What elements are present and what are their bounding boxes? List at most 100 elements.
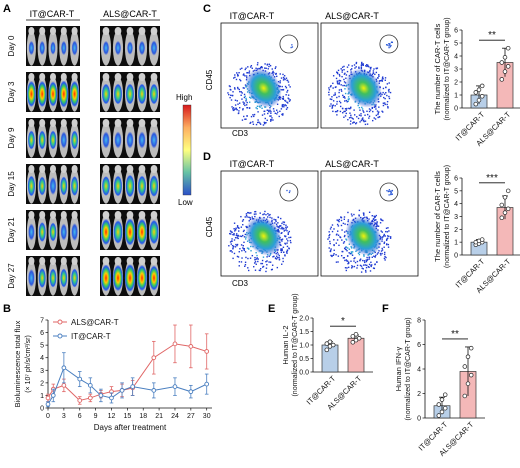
flow-event [253, 115, 255, 118]
flow-event [288, 84, 290, 86]
flow-event [367, 266, 370, 268]
y-tick-label: 1 [454, 240, 458, 247]
flow-event [281, 263, 283, 265]
legend-label: ALS@CAR-T [71, 318, 119, 327]
flow-event [329, 249, 332, 252]
flow-event [276, 255, 278, 257]
flow-event [368, 263, 371, 266]
flow-event [232, 108, 234, 110]
day-label: Day 3 [7, 81, 16, 102]
flow-event [268, 255, 270, 257]
flow-event [356, 260, 359, 263]
flow-event [271, 219, 273, 222]
flow-event [343, 218, 346, 220]
flow-event [331, 106, 334, 108]
flow-event [236, 225, 239, 227]
day-label: Day 21 [7, 217, 16, 243]
data-point [109, 395, 114, 401]
flow-event [244, 84, 247, 86]
flow-event [243, 96, 246, 99]
flow-event [280, 225, 282, 227]
flow-event [283, 235, 286, 237]
flow-event [369, 69, 371, 72]
flow-event [255, 258, 258, 260]
flow-event [255, 263, 257, 265]
flow-event [341, 69, 343, 71]
signal-spot [112, 264, 124, 292]
replicate-point [505, 206, 511, 212]
replicate-point [356, 336, 362, 341]
flow-event [337, 261, 339, 263]
flow-event [264, 210, 266, 213]
flow-event [286, 252, 288, 254]
flow-event [346, 250, 348, 252]
flow-event [229, 250, 231, 252]
flow-event [364, 114, 366, 116]
flow-event [384, 255, 386, 258]
flow-event [275, 72, 277, 75]
flow-event [285, 224, 287, 226]
series-line [47, 343, 207, 402]
flow-event [266, 264, 268, 266]
mouse-head [28, 211, 35, 219]
flow-event [249, 257, 252, 259]
flow-event [275, 252, 277, 255]
flow-event [281, 249, 283, 252]
flow-event [251, 67, 253, 69]
flow-event [383, 253, 386, 256]
flow-event [381, 252, 383, 255]
flow-event [387, 106, 389, 108]
flow-event [240, 94, 242, 96]
flow-event [336, 114, 338, 116]
mouse-head [126, 211, 134, 219]
data-point [77, 376, 83, 382]
replicate-point [476, 97, 482, 103]
flow-event [238, 88, 241, 91]
flow-event [357, 104, 359, 107]
flow-event [374, 219, 376, 221]
flow-event [282, 98, 284, 100]
flow-event [338, 89, 341, 91]
car-t-gate [379, 182, 399, 202]
y-axis-title: The number of CAR-T cells [433, 171, 442, 262]
flow-event [234, 229, 237, 231]
flow-event [382, 87, 385, 90]
signal-spot [102, 131, 110, 149]
flow-event [230, 99, 233, 101]
flow-event [282, 114, 284, 116]
flow-event [336, 230, 339, 232]
flow-event [347, 98, 350, 101]
mouse-head [49, 165, 57, 173]
mouse-head [114, 165, 122, 173]
mouse-head [71, 73, 78, 81]
flow-event [344, 97, 346, 99]
flow-event [337, 83, 339, 85]
mouse-head [114, 257, 122, 265]
flow-event [243, 115, 245, 118]
flow-event [372, 221, 374, 223]
y-tick-label: 6 [417, 342, 421, 349]
flow-event [362, 110, 364, 112]
flow-event [363, 213, 365, 215]
mouse-head [39, 211, 46, 219]
flow-event [242, 248, 245, 250]
flow-event [344, 100, 346, 102]
flow-event [343, 78, 345, 81]
flow-event [254, 261, 257, 263]
replicate-point [324, 347, 330, 353]
flow-event [386, 235, 389, 237]
flow-event [283, 77, 285, 80]
mouse-head [102, 27, 110, 35]
gate-event [387, 190, 390, 192]
flow-event [366, 264, 368, 267]
flow-event [350, 267, 353, 269]
flow-event [240, 261, 243, 263]
flow-event [353, 64, 356, 66]
signal-spot [38, 268, 46, 288]
flow-event [334, 94, 336, 96]
scale-low-label: Low [178, 198, 193, 207]
flow-event [280, 248, 282, 250]
flow-event [244, 95, 246, 98]
flow-event [287, 233, 289, 236]
flow-event [286, 245, 289, 248]
